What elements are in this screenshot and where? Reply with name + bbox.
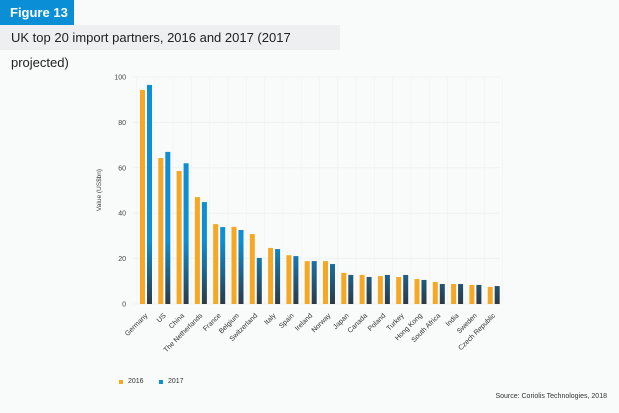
bar-2017 (183, 163, 189, 304)
bar-2017 (311, 261, 317, 304)
legend-swatch-2017 (159, 379, 163, 384)
bar-2017 (201, 202, 207, 304)
bar-2017 (421, 279, 427, 304)
bar-2016 (396, 276, 402, 304)
x-tick-label: India (445, 312, 461, 328)
legend-item-2017: 2017 (159, 378, 184, 385)
legend-item-2016: 2016 (119, 378, 144, 385)
bar-2016 (158, 158, 164, 304)
bar-2017 (348, 274, 354, 304)
bar-2016 (451, 284, 457, 304)
bar-2016 (377, 276, 383, 304)
bar-2017 (220, 227, 226, 304)
bar-2017 (439, 284, 445, 304)
y-tick-label: 80 (118, 120, 126, 127)
source-note: Source: Coriolis Technologies, 2018 (495, 393, 607, 400)
bar-2016 (469, 284, 475, 304)
bars (140, 84, 500, 305)
bar-2016 (194, 197, 200, 304)
y-tick-label: 60 (118, 165, 126, 172)
bar-2017 (165, 151, 171, 304)
bar-2016 (304, 261, 310, 304)
y-tick-label: 40 (118, 211, 126, 218)
x-tick-label: Canada (347, 312, 369, 334)
bar-2017 (256, 257, 262, 304)
y-tick-label: 0 (122, 302, 126, 309)
bar-2016 (231, 226, 237, 304)
bar-2017 (458, 284, 464, 304)
bar-2017 (293, 256, 299, 304)
y-axis: 0 20 40 60 80 100 (114, 75, 126, 309)
x-tick-label: Germany (124, 312, 150, 338)
x-tick-label: Poland (367, 312, 387, 332)
figure-title: UK top 20 import partners, 2016 and 2017… (0, 25, 340, 70)
legend-swatch-2016 (119, 379, 123, 384)
x-tick-label: Norway (311, 312, 333, 334)
bar-2017 (494, 286, 500, 304)
bar-2016 (140, 89, 145, 305)
bar-2017 (330, 264, 335, 304)
bar-2016 (249, 234, 255, 304)
bar-2016 (323, 261, 328, 304)
legend-label-2017: 2017 (168, 378, 184, 385)
x-tick-label: Italy (263, 312, 277, 326)
bar-2016 (213, 224, 219, 304)
bar-2017 (384, 274, 390, 304)
bar-2017 (147, 84, 152, 304)
bar-2017 (476, 284, 482, 304)
bar-2016 (286, 255, 292, 304)
bar-2017 (238, 229, 244, 304)
legend-label-2016: 2016 (128, 378, 144, 385)
bar-2016 (414, 279, 420, 304)
y-tick-label: 20 (118, 256, 126, 263)
bar-2016 (341, 272, 347, 304)
y-tick-label: 100 (114, 75, 126, 82)
y-axis-label: Value (US$bn) (96, 169, 103, 211)
bar-2017 (366, 276, 372, 304)
bar-2017 (403, 274, 409, 304)
gridlines (133, 76, 503, 305)
bar-2016 (359, 274, 365, 304)
bar-2017 (275, 249, 281, 304)
figure-badge: Figure 13 (0, 0, 74, 25)
bar-2016 (432, 281, 438, 304)
bar-2016 (268, 247, 274, 304)
bar-2016 (487, 286, 493, 304)
bar-2016 (176, 170, 182, 304)
x-tick-label: US (156, 312, 168, 324)
